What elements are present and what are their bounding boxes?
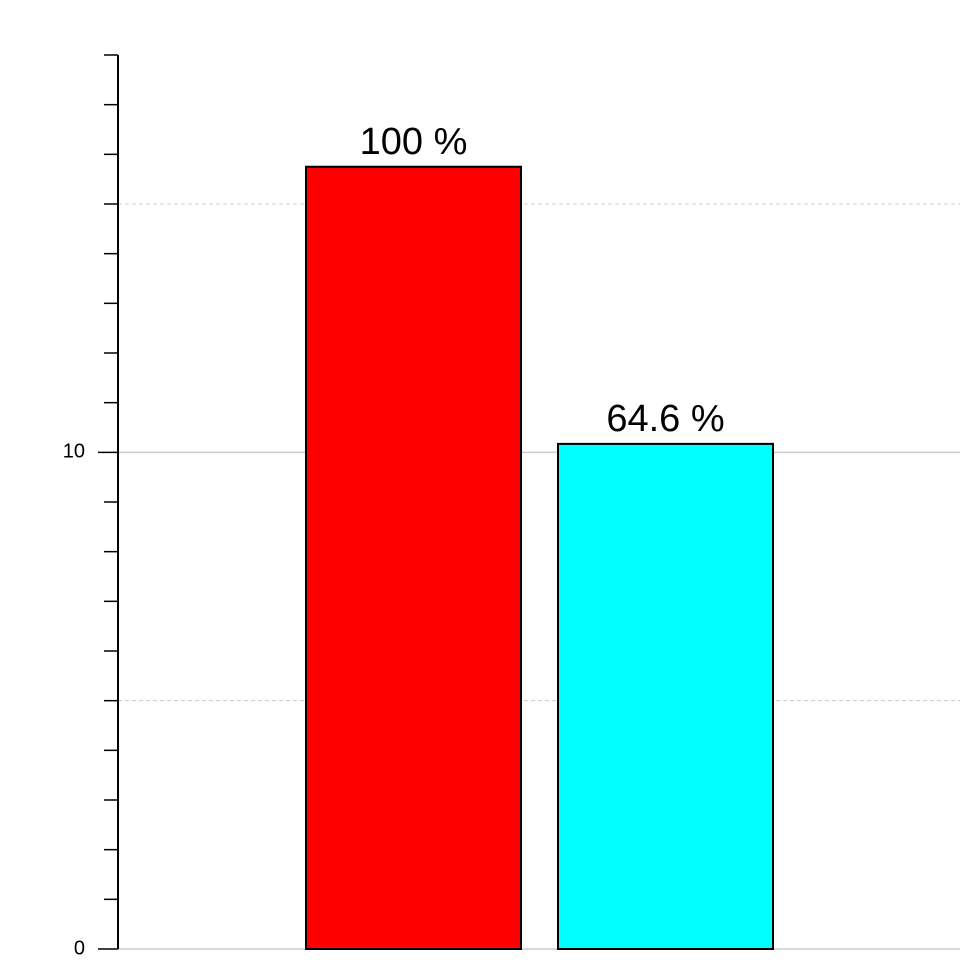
- y-tick-label: 10: [63, 441, 85, 463]
- bar: [305, 165, 522, 950]
- bar: [557, 442, 774, 950]
- value-label: 100 %: [360, 121, 468, 163]
- value-label: 64.6 %: [606, 398, 724, 440]
- y-tick-label: 0: [74, 937, 85, 959]
